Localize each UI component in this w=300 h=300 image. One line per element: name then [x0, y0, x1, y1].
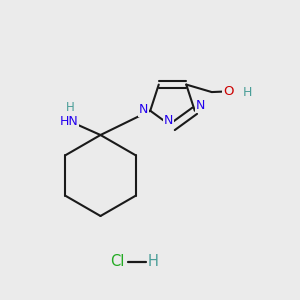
- Text: HN: HN: [60, 115, 78, 128]
- Text: N: N: [164, 114, 174, 128]
- Text: H: H: [66, 100, 75, 114]
- Text: N: N: [196, 99, 206, 112]
- Text: N: N: [139, 103, 148, 116]
- Text: H: H: [242, 85, 252, 99]
- Text: H: H: [148, 254, 158, 269]
- Text: Cl: Cl: [110, 254, 124, 269]
- Text: O: O: [223, 85, 233, 98]
